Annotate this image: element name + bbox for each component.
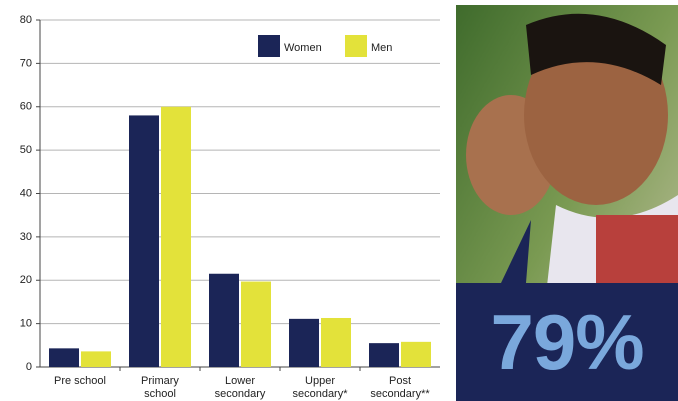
bar	[401, 341, 431, 367]
callout-box	[456, 220, 678, 401]
y-tick-label: 30	[20, 231, 32, 243]
chart: 0 10 20 30 40 50 60 70 80 Women Men	[20, 14, 440, 373]
bar	[49, 348, 79, 367]
x-tick-label: Post secondary**	[370, 375, 430, 400]
legend-label: Men	[371, 42, 392, 54]
bar	[81, 351, 111, 367]
y-tick-label: 0	[26, 361, 32, 373]
bar	[369, 343, 399, 367]
x-tick-label: Pre school	[54, 375, 106, 387]
bar	[161, 106, 191, 367]
bar	[129, 115, 159, 367]
legend-label: Women	[284, 42, 322, 54]
backpack	[596, 215, 678, 285]
y-tick-label: 40	[20, 187, 32, 199]
callout-text: 79%	[490, 297, 644, 386]
y-tick-label: 80	[20, 14, 32, 26]
photo	[456, 5, 678, 401]
x-tick-label: Upper secondary*	[292, 375, 348, 400]
child-hair	[526, 13, 666, 85]
bar	[209, 273, 239, 367]
legend-swatch	[345, 35, 367, 57]
legend-swatch	[258, 35, 280, 57]
x-tick-label: Primary school	[141, 375, 179, 400]
bar	[289, 318, 319, 367]
y-tick-label: 60	[20, 101, 32, 113]
y-tick-label: 70	[20, 57, 32, 69]
x-tick-label: Lower secondary	[214, 375, 266, 400]
y-tick-label: 50	[20, 144, 32, 156]
bar	[241, 281, 271, 367]
y-tick-label: 10	[20, 318, 32, 330]
y-tick-label: 20	[20, 274, 32, 286]
bar	[321, 317, 351, 367]
